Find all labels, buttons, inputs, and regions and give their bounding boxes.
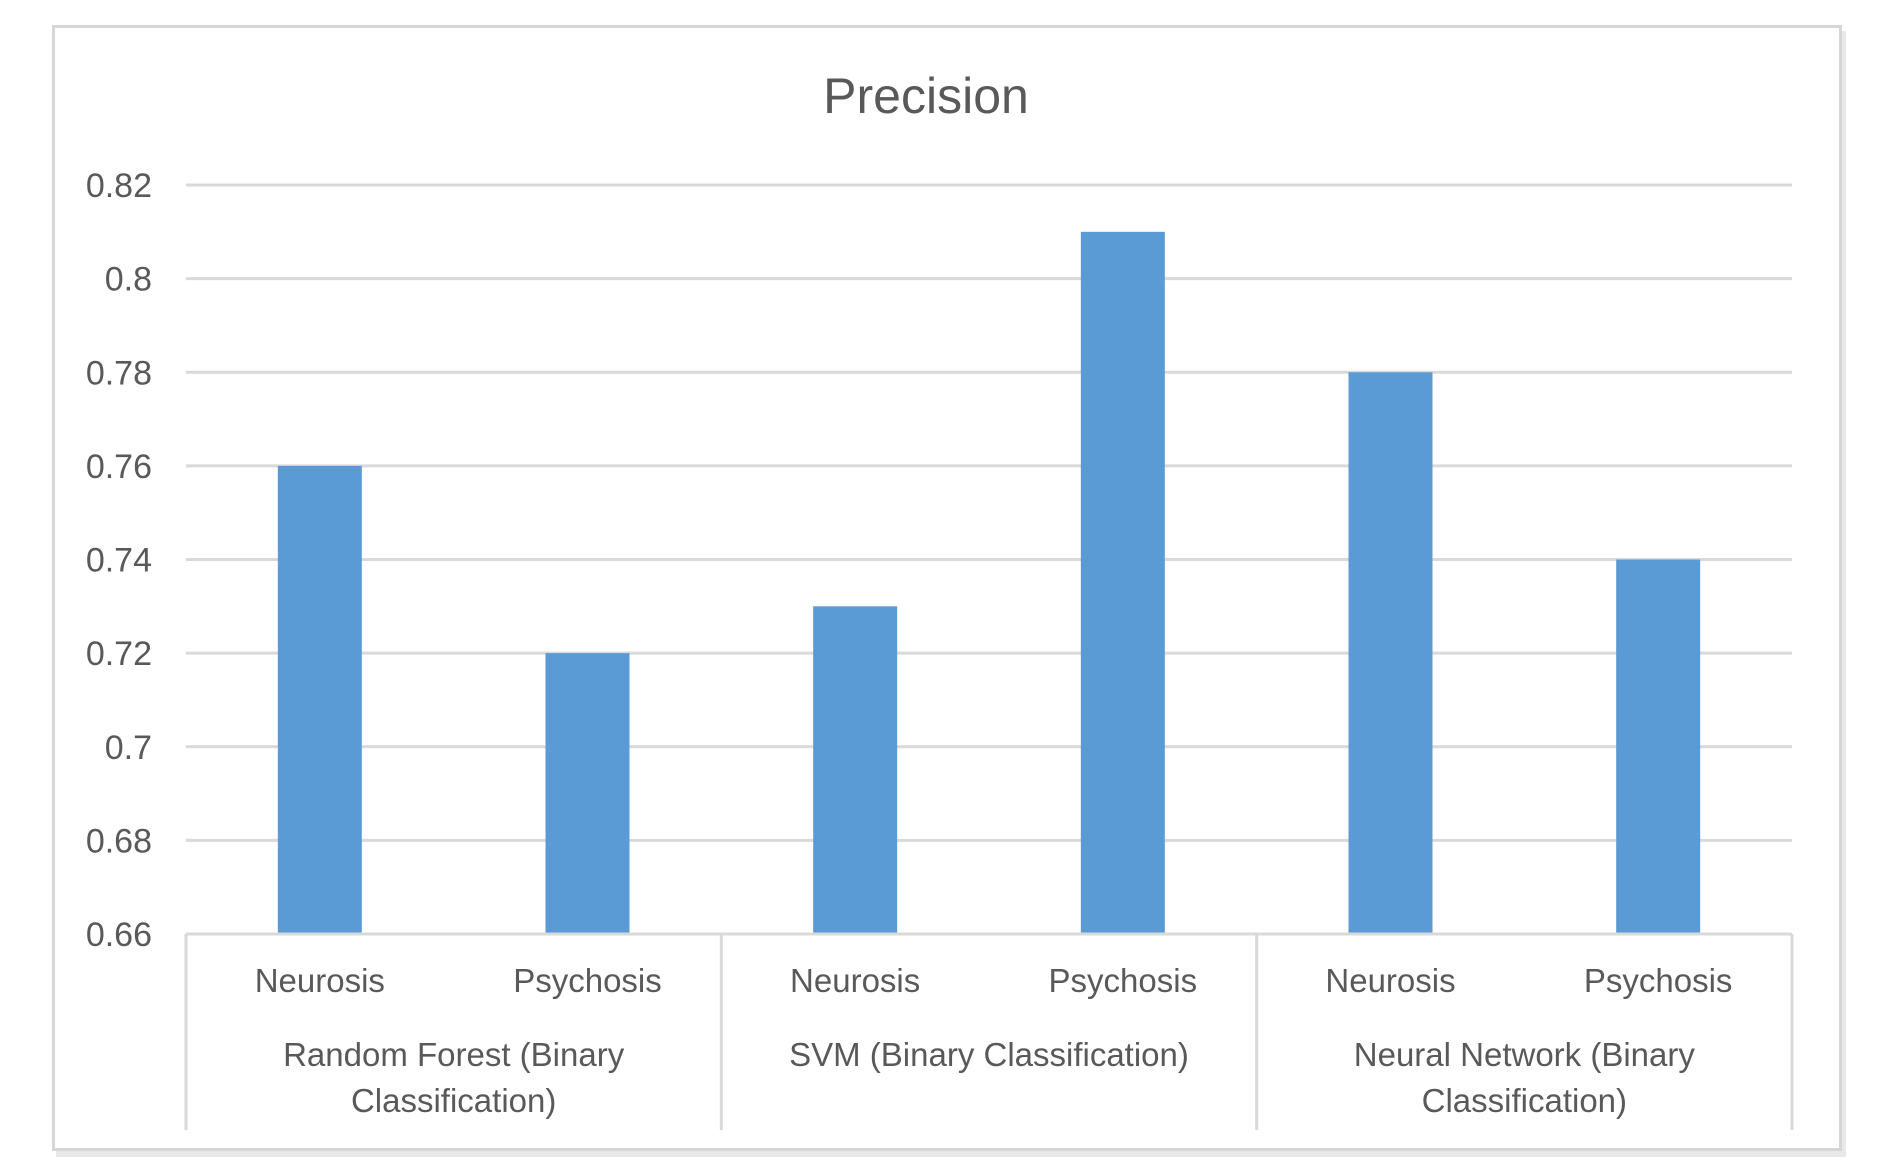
category-label: Neurosis <box>1325 962 1455 999</box>
y-tick-label: 0.74 <box>86 542 152 580</box>
y-tick-label: 0.8 <box>105 261 152 299</box>
y-tick-label: 0.76 <box>86 448 152 486</box>
bars <box>277 231 1701 934</box>
category-label: Psychosis <box>513 962 662 999</box>
category-label: Psychosis <box>1584 962 1733 999</box>
bar-4 <box>1080 231 1165 934</box>
gridlines <box>186 183 1792 842</box>
group-label: Random Forest (Binary Classification) <box>283 1036 625 1119</box>
y-axis-ticks: 0.82 0.8 0.78 0.76 0.74 0.72 0.7 0.68 0.66 <box>86 167 152 954</box>
bar-2 <box>545 653 630 934</box>
y-tick-label: 0.66 <box>86 916 152 954</box>
bar-3 <box>813 606 898 934</box>
y-tick-label: 0.82 <box>86 167 152 205</box>
x-axis <box>184 932 1794 1130</box>
category-label: Neurosis <box>790 962 920 999</box>
category-label: Neurosis <box>255 962 385 999</box>
chart-title: Precision <box>823 68 1029 124</box>
group-label: Neural Network (Binary Classification) <box>1354 1036 1696 1119</box>
bar-1 <box>277 465 362 934</box>
y-tick-label: 0.78 <box>86 354 152 392</box>
bar-6 <box>1616 559 1701 934</box>
category-label: Psychosis <box>1049 962 1198 999</box>
group-label: SVM (Binary Classification) <box>789 1036 1189 1073</box>
y-tick-label: 0.7 <box>105 729 152 767</box>
bar-5 <box>1348 372 1433 934</box>
x-axis-labels: Neurosis Psychosis Neurosis Psychosis Neuros… <box>255 962 1733 1119</box>
y-tick-label: 0.68 <box>86 822 152 860</box>
y-tick-label: 0.72 <box>86 635 152 673</box>
